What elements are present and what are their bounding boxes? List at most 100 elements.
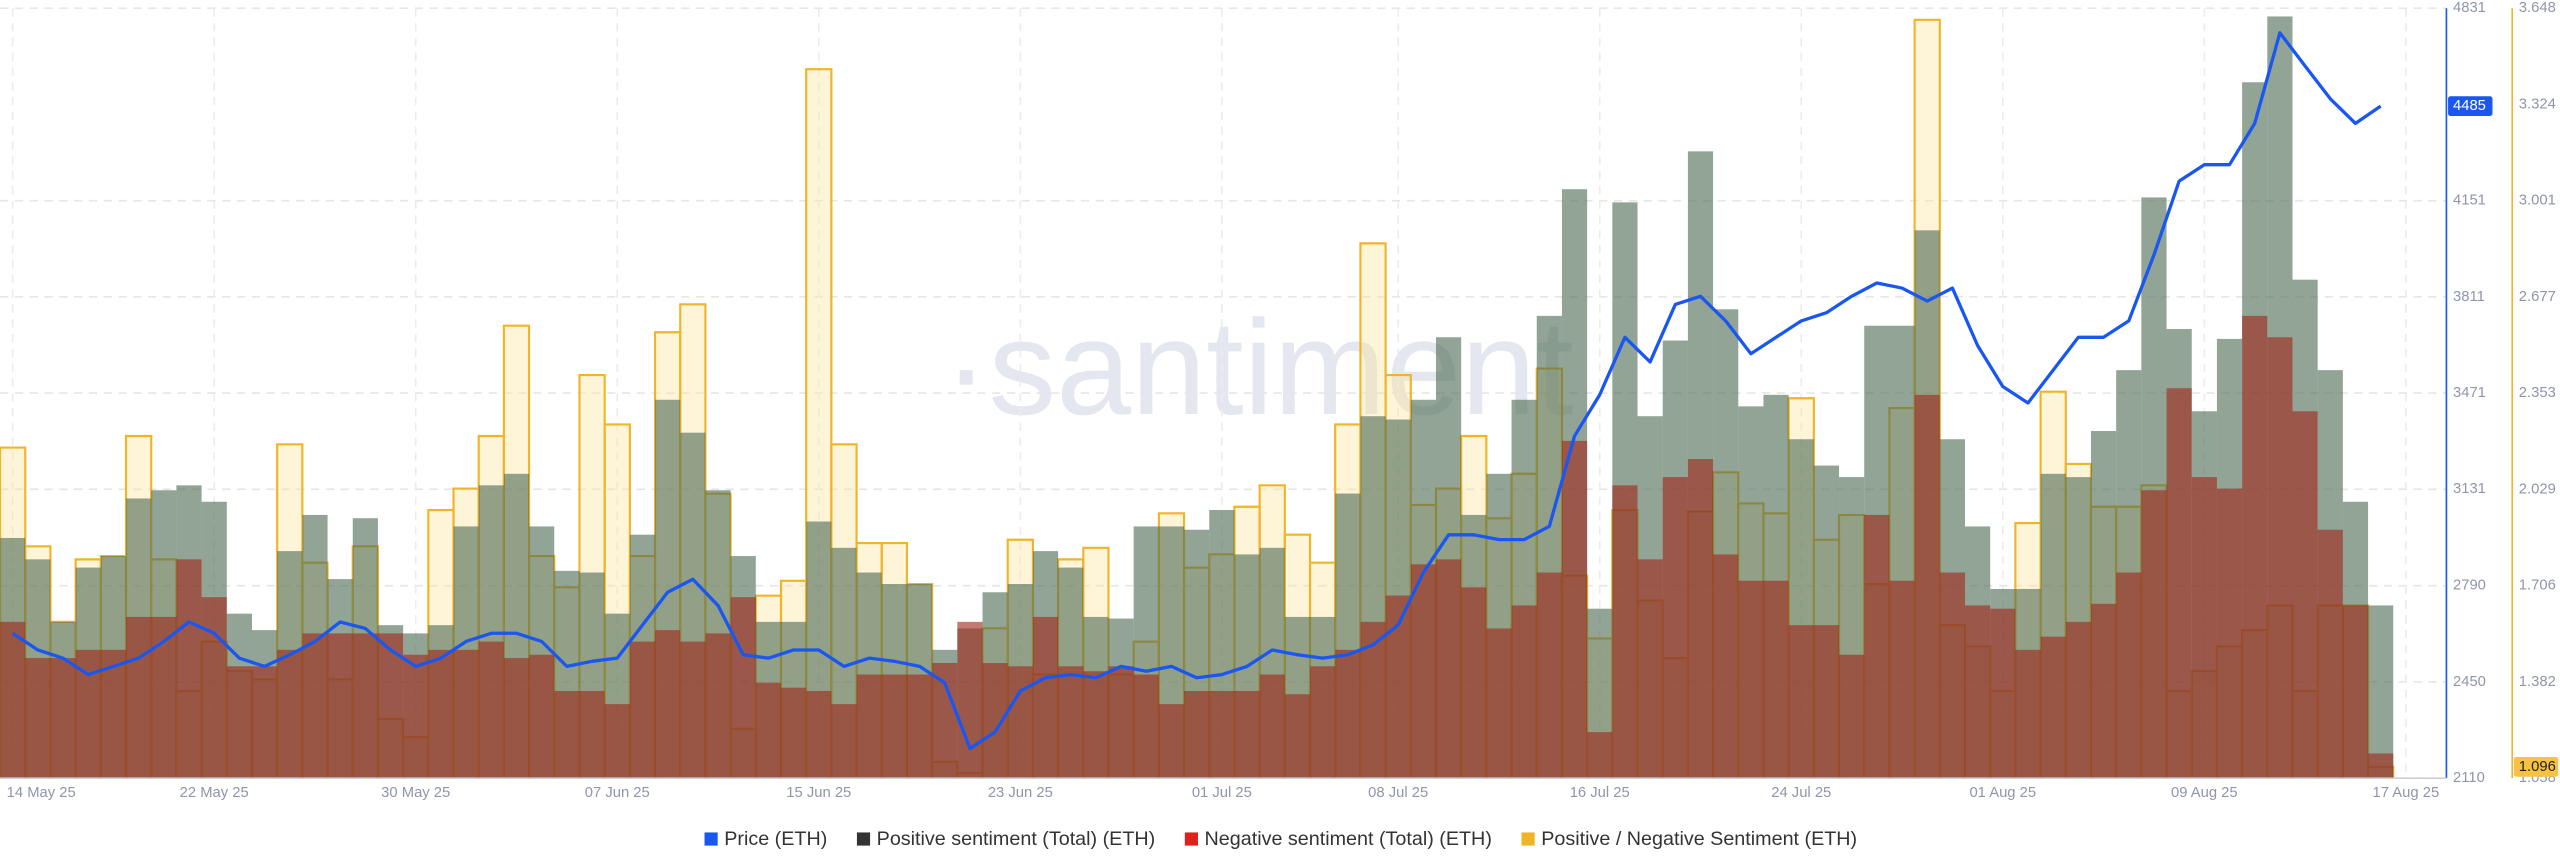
negative-bar <box>579 690 605 779</box>
negative-bar <box>1108 666 1134 779</box>
negative-bar <box>1158 704 1185 779</box>
negative-bar <box>1914 394 1940 779</box>
legend: Price (ETH) Positive sentiment (Total) (E… <box>704 828 1857 850</box>
x-tick-label: 15 Jun 25 <box>786 785 851 801</box>
negative-bar <box>1637 559 1663 779</box>
x-tick-label: 09 Aug 25 <box>2171 785 2238 801</box>
legend-item: Positive / Negative Sentiment (ETH) <box>1521 828 1857 850</box>
price-line <box>11 31 2382 751</box>
price-last-label-box <box>2448 96 2493 117</box>
negative-bar <box>176 559 202 779</box>
y-tick-label: 2110 <box>2453 770 2485 786</box>
negative-bar <box>906 674 933 779</box>
negative-bar <box>25 658 51 779</box>
legend-item: Price (ETH) <box>704 828 827 850</box>
price-last-label: 4485 <box>2453 98 2486 114</box>
negative-bar <box>781 687 807 779</box>
negative-bar <box>403 654 429 779</box>
legend-label: Positive / Negative Sentiment (ETH) <box>1541 828 1857 850</box>
watermark: ·santiment <box>944 292 1574 443</box>
x-tick-label: 16 Jul 25 <box>1570 785 1630 801</box>
negative-bar <box>251 666 278 779</box>
negative-bar <box>503 658 530 779</box>
negative-bar <box>0 621 26 779</box>
negative-bar <box>1234 690 1260 779</box>
negative-bar <box>2065 621 2091 779</box>
negative-bar <box>1738 580 1764 779</box>
x-tick-label: 01 Aug 25 <box>1969 785 2036 801</box>
negative-bar <box>1133 674 1159 779</box>
negative-bar <box>478 641 504 779</box>
negative-bar <box>50 658 76 779</box>
negative-bar <box>2267 337 2293 779</box>
negative-bar <box>277 649 303 779</box>
negative-bar <box>1813 625 1840 779</box>
x-tick-label: 24 Jul 25 <box>1771 785 1831 801</box>
negative-bar <box>2317 529 2343 779</box>
negative-bar <box>2342 605 2369 779</box>
legend-label: Negative sentiment (Total) (ETH) <box>1205 828 1492 850</box>
negative-bar <box>1284 694 1311 779</box>
legend-swatch <box>1521 832 1535 846</box>
negative-bar <box>2116 572 2142 779</box>
x-tick-label: 14 May 25 <box>7 785 76 801</box>
x-tick-label: 07 Jun 25 <box>585 785 650 801</box>
y-tick-label: 4831 <box>2453 0 2486 16</box>
y2-tick-label: 3.324 <box>2519 96 2556 112</box>
negative-bar <box>680 641 706 779</box>
negative-bar <box>1032 616 1059 779</box>
negative-bar <box>151 616 177 779</box>
legend-label: Price (ETH) <box>724 828 827 850</box>
negative-bar <box>2216 488 2243 779</box>
legend-swatch <box>1184 832 1198 846</box>
x-tick-label: 08 Jul 25 <box>1368 785 1428 801</box>
negative-bar <box>1587 732 1613 779</box>
y2-tick-label: 3.648 <box>2519 0 2556 16</box>
negative-bar <box>629 641 656 779</box>
negative-bar <box>856 674 882 779</box>
legend-swatch <box>856 832 871 846</box>
negative-bar <box>1209 690 1235 779</box>
negative-bar <box>1007 666 1033 779</box>
negative-bar <box>126 616 152 779</box>
y2-tick-label: 3.001 <box>2519 192 2556 208</box>
negative-bar <box>554 690 580 779</box>
y-tick-label: 4151 <box>2453 193 2486 209</box>
negative-bar <box>1939 572 1966 779</box>
ratio-last-label: 1.096 <box>2519 759 2556 775</box>
x-tick-label: 30 May 25 <box>381 785 450 801</box>
negative-bar <box>453 649 479 779</box>
y-tick-label: 3471 <box>2453 385 2486 401</box>
ratio-last-label-box <box>2513 756 2559 777</box>
negative-bar <box>2368 753 2394 779</box>
negative-bar <box>1335 649 1361 779</box>
negative-bar <box>1965 605 1991 779</box>
negative-bar <box>2141 490 2167 779</box>
negative-bar <box>881 674 907 779</box>
x-tick-label: 01 Jul 25 <box>1192 785 1252 801</box>
negative-bar <box>655 630 681 779</box>
negative-bar <box>2015 649 2041 779</box>
x-tick-label: 22 May 25 <box>180 785 249 801</box>
negative-bar <box>352 633 378 779</box>
y2-tick-label: 2.353 <box>2519 385 2556 401</box>
legend-label: Positive sentiment (Total) (ETH) <box>877 828 1156 850</box>
negative-bar <box>2166 388 2192 779</box>
negative-bar <box>831 704 857 779</box>
negative-bar <box>755 682 782 779</box>
x-tick-label: 23 Jun 25 <box>988 785 1053 801</box>
negative-bar <box>2191 477 2217 779</box>
y-tick-label: 3811 <box>2453 289 2485 305</box>
negative-bar <box>529 654 555 779</box>
negative-bar <box>201 597 227 779</box>
positive-bar <box>2368 605 2394 779</box>
y2-tick-label: 2.677 <box>2519 289 2556 305</box>
y2-tick-label: 2.029 <box>2519 481 2556 497</box>
legend-item: Positive sentiment (Total) (ETH) <box>856 828 1156 850</box>
negative-bar <box>1083 671 1109 779</box>
negative-bar <box>1461 587 1487 779</box>
negative-bar <box>1511 605 1537 779</box>
negative-bar <box>428 649 454 779</box>
negative-bar <box>932 663 958 779</box>
